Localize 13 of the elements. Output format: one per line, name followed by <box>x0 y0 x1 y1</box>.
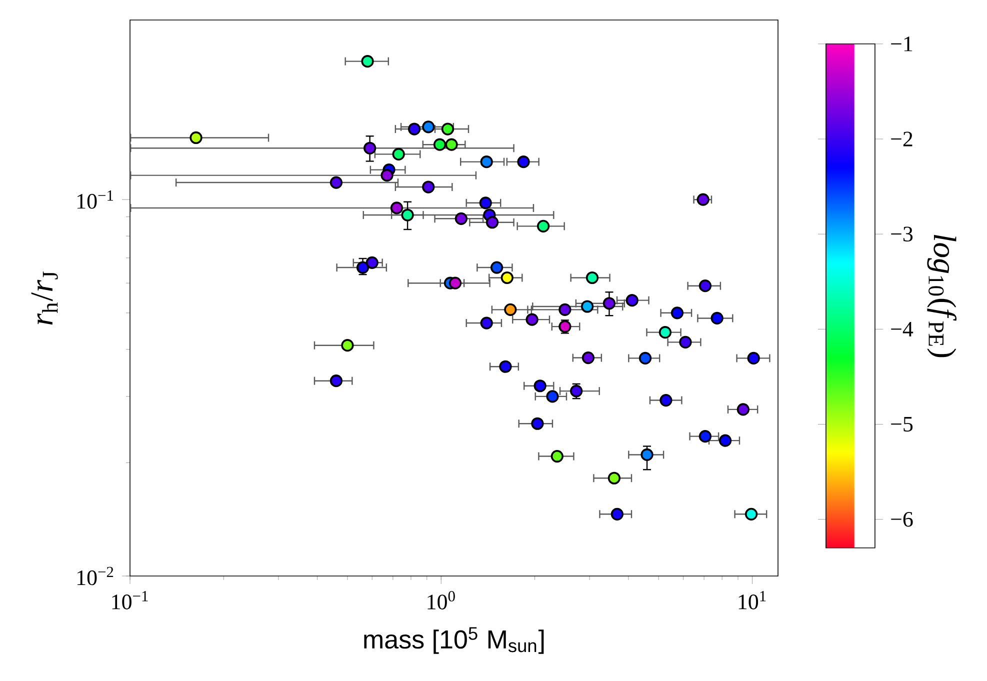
y-axis-title: r$_{h}$/r$_{J}$ <box>31 272 58 325</box>
color-bar-label: −1 <box>891 36 912 52</box>
color-bar-label: −6 <box>891 512 913 527</box>
color-bar-title: log$_{10}$(f$_{PE}$) <box>927 234 956 358</box>
color-bar-label: −3 <box>891 226 913 242</box>
color-bar-label: −5 <box>891 416 913 432</box>
x-tick-label: 10$^{1}$ <box>738 591 766 610</box>
x-tick-label: 10$^{−1}$ <box>112 591 148 610</box>
x-axis-title: mass [10$^{5}$ M$_{sun}$] <box>364 627 544 654</box>
y-tick-label: 10$^{−2}$ <box>77 566 114 586</box>
color-bar-label: −4 <box>891 322 914 336</box>
color-bar-label: −2 <box>891 132 912 146</box>
x-tick-label: 10$^{0}$ <box>428 591 455 610</box>
